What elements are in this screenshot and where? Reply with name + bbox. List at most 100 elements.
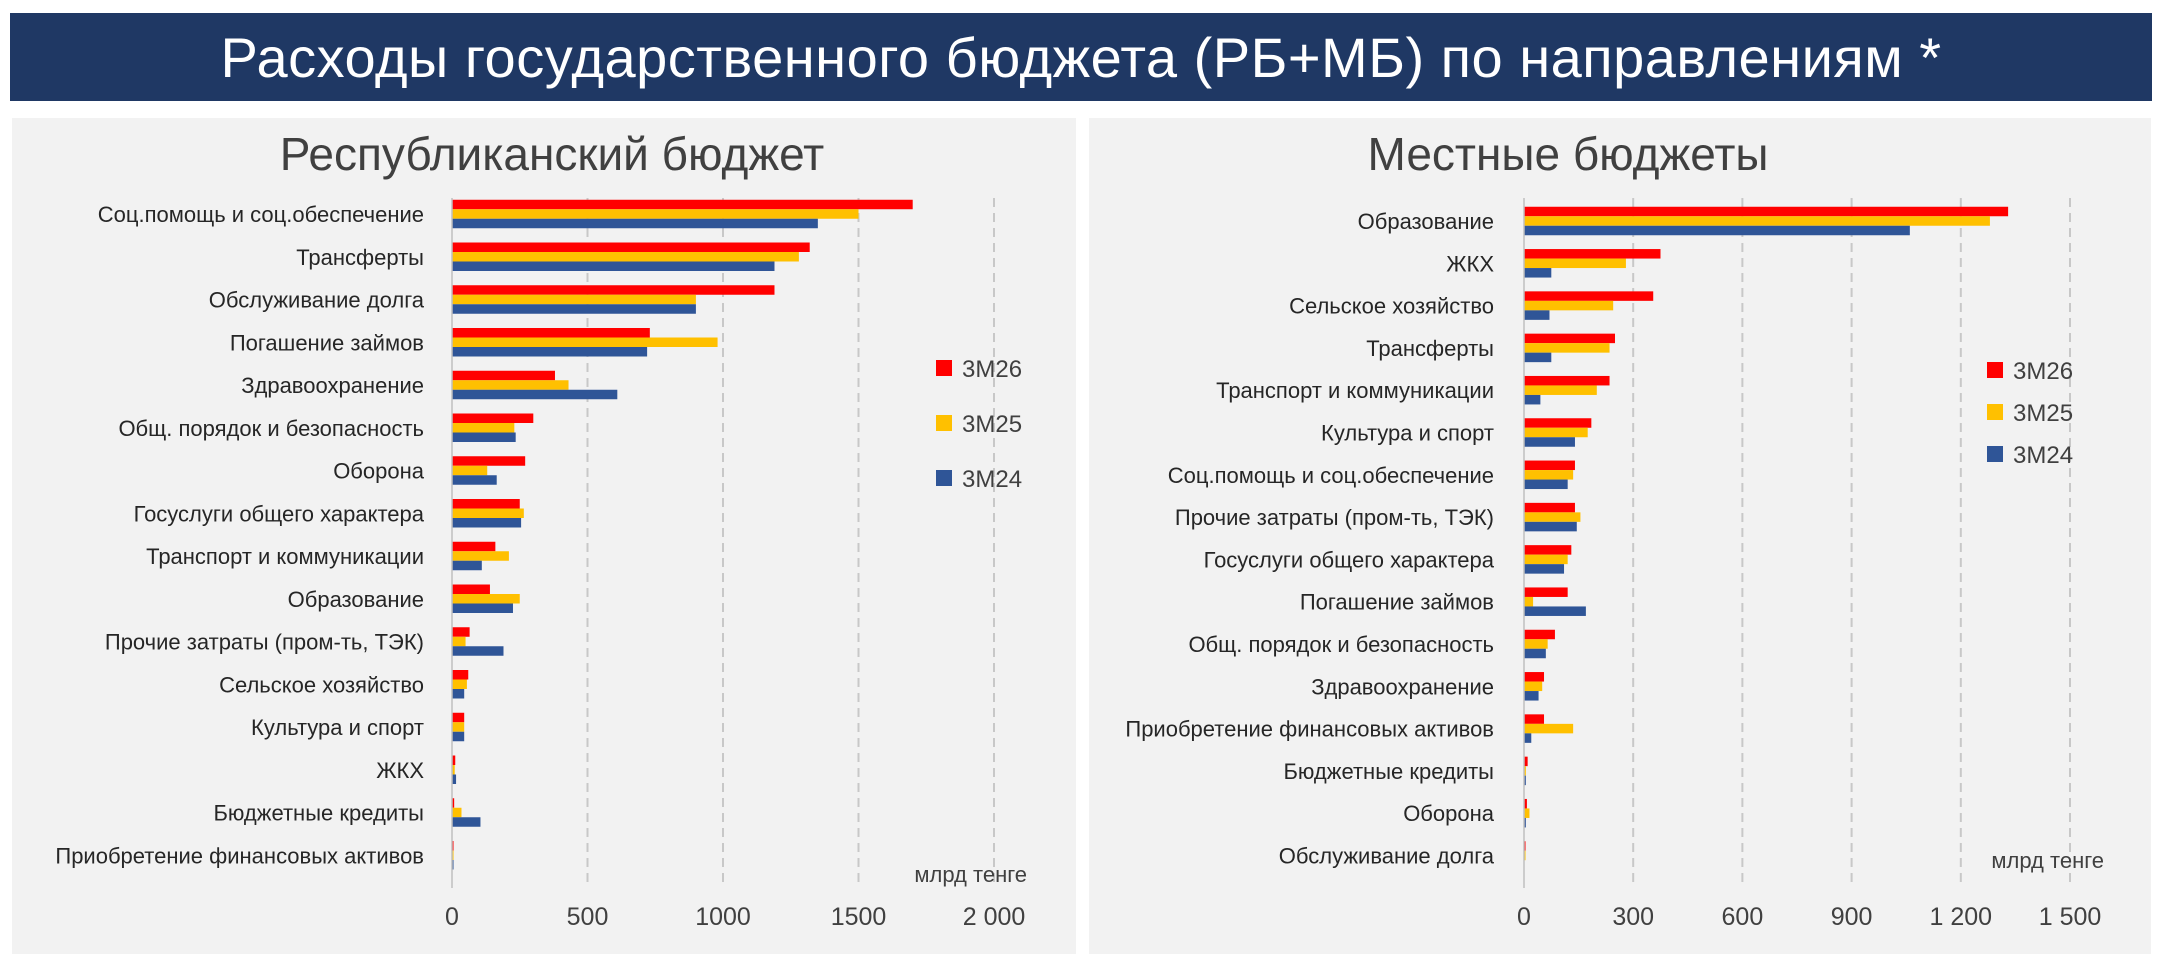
x-tick-label: 2 000 xyxy=(963,903,1026,931)
bar-3м26 xyxy=(1524,672,1545,682)
legend-label: 3М24 xyxy=(2013,442,2073,469)
bar-3м26 xyxy=(452,370,555,381)
category-label: Транспорт и коммуникации xyxy=(146,544,424,569)
x-tick-label: 900 xyxy=(1831,903,1873,931)
legend-swatch xyxy=(1987,362,2003,378)
bar-3м24 xyxy=(1524,733,1532,743)
x-tick-label: 1 500 xyxy=(2039,903,2102,931)
x-tick-label: 300 xyxy=(1612,903,1654,931)
category-label: Культура и спорт xyxy=(1321,421,1494,446)
bar-3м24 xyxy=(1524,775,1526,786)
bar-3м25 xyxy=(1524,427,1588,438)
bar-3м25 xyxy=(452,465,488,476)
bar-3м26 xyxy=(452,285,775,295)
category-label: Приобретение финансовых активов xyxy=(1125,717,1494,742)
bar-3м26 xyxy=(1524,206,2009,217)
category-label: ЖКХ xyxy=(1446,251,1494,276)
category-label: Обслуживание долга xyxy=(209,288,425,313)
bar-3м25 xyxy=(452,551,509,561)
bar-3м25 xyxy=(1524,639,1548,649)
bar-3м24 xyxy=(452,560,482,571)
unit-label: млрд тенге xyxy=(914,862,1027,887)
bar-3м25 xyxy=(452,423,515,433)
bar-3м26 xyxy=(1524,418,1592,428)
bar-3м24 xyxy=(1524,225,1910,236)
bar-3м25 xyxy=(452,252,799,262)
category-label: Образование xyxy=(288,587,424,612)
bar-3м26 xyxy=(1524,460,1575,471)
bar-3м25 xyxy=(1524,258,1626,269)
category-label: Госуслуги общего характера xyxy=(134,501,425,526)
bar-3м26 xyxy=(452,541,496,552)
bar-3м24 xyxy=(1524,310,1550,320)
bar-3м26 xyxy=(1524,714,1545,724)
bar-3м24 xyxy=(1524,606,1586,616)
bar-3м24 xyxy=(1524,691,1539,701)
category-label: Сельское хозяйство xyxy=(1289,294,1494,319)
bar-3м24 xyxy=(452,646,504,656)
bar-3м24 xyxy=(452,817,481,827)
bar-3м24 xyxy=(1524,437,1575,447)
bar-3м25 xyxy=(452,765,455,775)
category-label: Обслуживание долга xyxy=(1279,844,1495,869)
bar-3м26 xyxy=(452,413,534,423)
bar-3м25 xyxy=(452,294,696,305)
bar-3м26 xyxy=(1524,587,1568,597)
bar-3м24 xyxy=(452,432,516,442)
category-label: Трансферты xyxy=(1366,336,1494,361)
category-label: Госуслуги общего характера xyxy=(1204,547,1495,572)
chart-title: Местные бюджеты xyxy=(1368,128,1769,180)
local-budgets-panel: Местные бюджеты 0 300 600 900 1 200 1 500 млрд … xyxy=(1089,118,2151,954)
legend-swatch xyxy=(1987,446,2003,462)
bar-3м26 xyxy=(1524,502,1575,513)
bar-3м26 xyxy=(452,584,490,594)
page-title-bar: Расходы государственного бюджета (РБ+МБ)… xyxy=(10,13,2152,101)
bar-3м26 xyxy=(452,670,469,680)
bar-3м25 xyxy=(452,209,859,219)
unit-label: млрд тенге xyxy=(1991,848,2104,873)
category-label: Бюджетные кредиты xyxy=(1283,759,1494,784)
bar-3м25 xyxy=(452,679,467,689)
x-tick-label: 1 200 xyxy=(1930,903,1993,931)
bar-3м24 xyxy=(1524,479,1568,490)
x-tick-label: 600 xyxy=(1722,903,1764,931)
category-label: Культура и спорт xyxy=(251,715,424,740)
bar-3м24 xyxy=(452,347,648,357)
category-label: Соц.помощь и соц.обеспечение xyxy=(1168,463,1494,488)
bar-3м24 xyxy=(452,304,696,314)
category-label: Общ. порядок и безопасность xyxy=(118,416,424,441)
bar-3м24 xyxy=(452,603,513,613)
legend-swatch xyxy=(936,470,952,486)
bar-3м25 xyxy=(1524,216,1990,226)
bar-3м24 xyxy=(452,389,618,400)
bar-3м24 xyxy=(452,261,775,271)
category-label: Транспорт и коммуникации xyxy=(1216,378,1494,403)
x-tick-label: 500 xyxy=(567,903,609,931)
legend-label: 3М26 xyxy=(2013,358,2073,385)
bar-3м26 xyxy=(452,199,913,210)
x-tick-label: 1500 xyxy=(831,903,887,931)
bar-3м24 xyxy=(1524,521,1577,532)
category-label: Общ. порядок и безопасность xyxy=(1188,632,1494,657)
bar-3м24 xyxy=(1524,394,1541,405)
category-label: Образование xyxy=(1358,209,1494,234)
bar-3м26 xyxy=(1524,756,1528,767)
bar-3м26 xyxy=(1524,545,1572,555)
bar-3м24 xyxy=(1524,352,1552,363)
chart-title: Республиканский бюджет xyxy=(280,128,824,180)
category-label: ЖКХ xyxy=(376,758,424,783)
bar-3м24 xyxy=(452,774,457,784)
bar-3м25 xyxy=(1524,766,1526,776)
bar-3м25 xyxy=(452,594,520,604)
bar-3м26 xyxy=(1524,629,1555,640)
bar-3м26 xyxy=(452,456,526,466)
bar-3м24 xyxy=(452,731,465,742)
legend-label: 3М25 xyxy=(962,411,1022,438)
bar-3м25 xyxy=(452,380,569,390)
bar-3м25 xyxy=(452,636,466,647)
bar-3м25 xyxy=(1524,512,1581,522)
bar-3м25 xyxy=(1524,554,1568,565)
bar-3м26 xyxy=(452,627,470,637)
bar-3м26 xyxy=(1524,375,1610,386)
bar-3м26 xyxy=(1524,333,1615,344)
